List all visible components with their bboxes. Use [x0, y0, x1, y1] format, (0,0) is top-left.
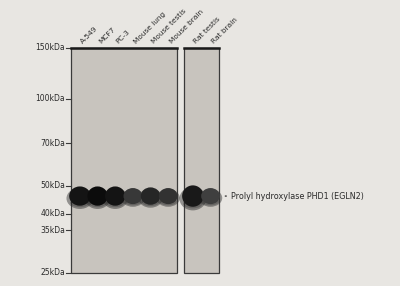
- Text: Rat testis: Rat testis: [193, 16, 222, 45]
- Ellipse shape: [180, 187, 206, 210]
- Text: 40kDa: 40kDa: [40, 209, 65, 218]
- Text: Prolyl hydroxylase PHD1 (EGLN2): Prolyl hydroxylase PHD1 (EGLN2): [231, 192, 364, 200]
- Ellipse shape: [156, 189, 180, 207]
- Ellipse shape: [183, 199, 202, 208]
- Ellipse shape: [159, 188, 178, 204]
- Text: 100kDa: 100kDa: [36, 94, 65, 103]
- Text: 50kDa: 50kDa: [40, 181, 65, 190]
- Ellipse shape: [66, 188, 93, 209]
- Bar: [184, 48, 219, 273]
- Ellipse shape: [138, 188, 163, 208]
- Text: Mouse lung: Mouse lung: [133, 11, 167, 45]
- Ellipse shape: [106, 198, 124, 207]
- Ellipse shape: [124, 198, 141, 205]
- Ellipse shape: [70, 198, 90, 207]
- Ellipse shape: [105, 186, 125, 206]
- Ellipse shape: [69, 186, 91, 206]
- Ellipse shape: [201, 188, 220, 204]
- Ellipse shape: [124, 188, 142, 204]
- Text: 25kDa: 25kDa: [40, 268, 65, 277]
- Ellipse shape: [102, 188, 128, 209]
- Ellipse shape: [160, 198, 177, 205]
- Ellipse shape: [121, 189, 144, 207]
- Text: 150kDa: 150kDa: [36, 43, 65, 52]
- Text: MCF7: MCF7: [98, 26, 116, 45]
- Text: 35kDa: 35kDa: [40, 226, 65, 235]
- Text: Rat brain: Rat brain: [210, 17, 239, 45]
- Ellipse shape: [88, 198, 107, 207]
- Text: Mouse testis: Mouse testis: [150, 8, 187, 45]
- Ellipse shape: [202, 198, 219, 205]
- Ellipse shape: [85, 188, 110, 209]
- Ellipse shape: [88, 186, 108, 206]
- Text: A-549: A-549: [80, 25, 99, 45]
- Text: PC-3: PC-3: [115, 29, 131, 45]
- Ellipse shape: [142, 198, 159, 206]
- Ellipse shape: [141, 187, 160, 205]
- Ellipse shape: [199, 189, 222, 207]
- Bar: [71, 48, 177, 273]
- Ellipse shape: [182, 185, 204, 207]
- Text: Mouse brain: Mouse brain: [168, 9, 204, 45]
- Text: 70kDa: 70kDa: [40, 139, 65, 148]
